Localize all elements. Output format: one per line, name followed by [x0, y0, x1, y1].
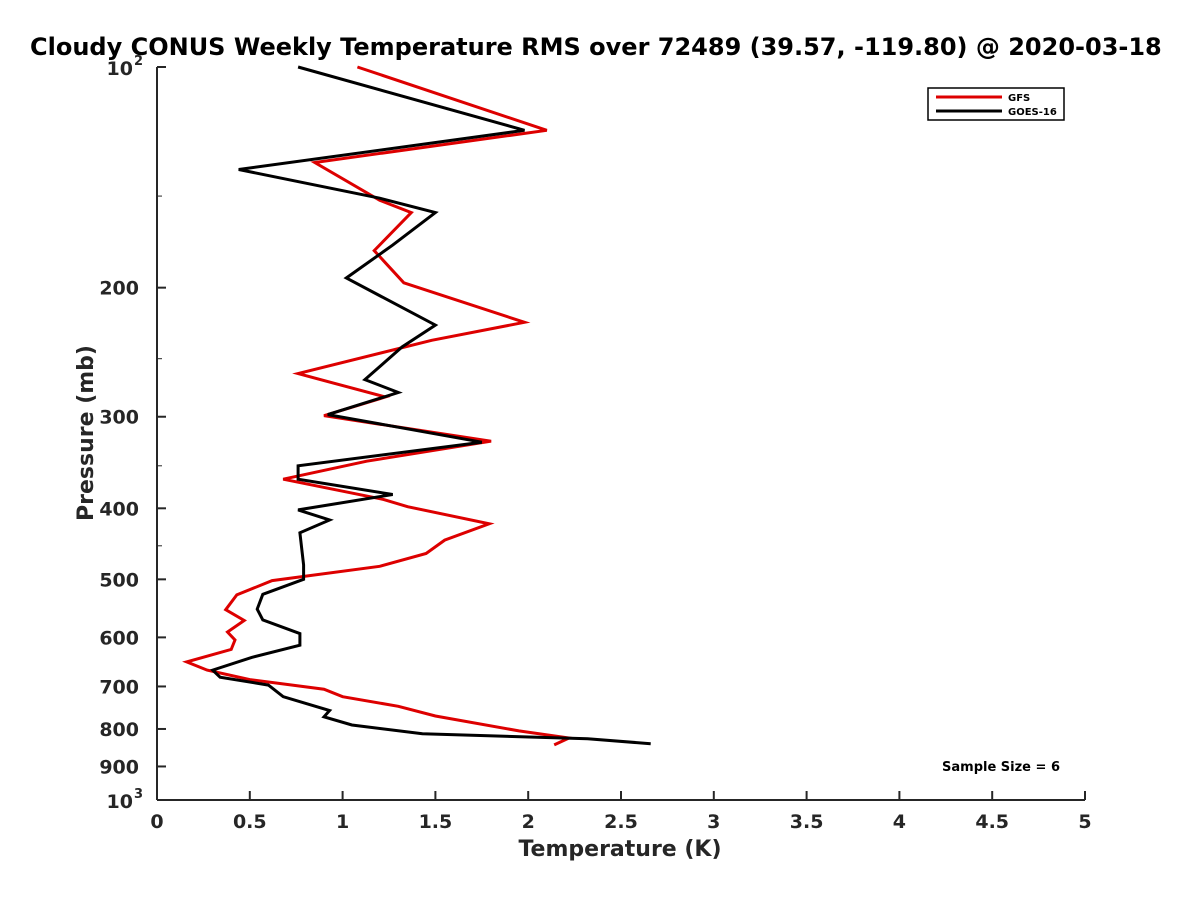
y-axis-label: Pressure (mb) — [74, 345, 99, 521]
x-tick-label: 4 — [893, 811, 906, 833]
y-tick-label: 10 — [107, 58, 133, 80]
x-tick-label: 1 — [336, 811, 349, 833]
chart-title: Cloudy CONUS Weekly Temperature RMS over… — [30, 33, 1162, 61]
x-tick-label: 2.5 — [604, 811, 638, 833]
x-tick-label: 3.5 — [790, 811, 824, 833]
x-tick-label: 4.5 — [975, 811, 1009, 833]
x-tick-label: 0.5 — [233, 811, 267, 833]
x-tick-label: 2 — [522, 811, 535, 833]
plot-axes — [156, 66, 1086, 801]
y-tick-label: 400 — [99, 498, 139, 520]
legend-box — [927, 87, 1065, 121]
y-tick-label: 600 — [99, 627, 139, 649]
y-tick-label: 200 — [99, 278, 139, 300]
x-tick-label: 0 — [150, 811, 163, 833]
y-tick-label: 900 — [99, 756, 139, 778]
y-tick-label: 700 — [99, 676, 139, 698]
x-tick-label: 1.5 — [419, 811, 453, 833]
legend-label-goes-16: GOES-16 — [1008, 107, 1057, 118]
y-tick-label: 10 — [107, 791, 133, 813]
series-layer — [182, 65, 651, 747]
x-tick-label: 3 — [707, 811, 720, 833]
y-tick-label: 800 — [99, 719, 139, 741]
legend: GFS GOES-16 — [927, 87, 1065, 121]
x-tick-label: 5 — [1078, 811, 1091, 833]
y-tick-label: 300 — [99, 407, 139, 429]
y-tick-label: 500 — [99, 569, 139, 591]
x-axis-label: Temperature (K) — [518, 837, 721, 862]
series-line-goes-16 — [209, 65, 651, 746]
sample-size-note: Sample Size = 6 — [942, 760, 1060, 775]
series-line-gfs — [182, 65, 575, 747]
y-tick-exponent: 3 — [134, 787, 143, 802]
legend-label-gfs: GFS — [1008, 93, 1030, 104]
y-tick-exponent: 2 — [134, 54, 143, 69]
tick-labels: 0 0.5 1 1.5 2 2.5 3 3.5 4 4.5 510 22003004005006007… — [99, 54, 1091, 833]
